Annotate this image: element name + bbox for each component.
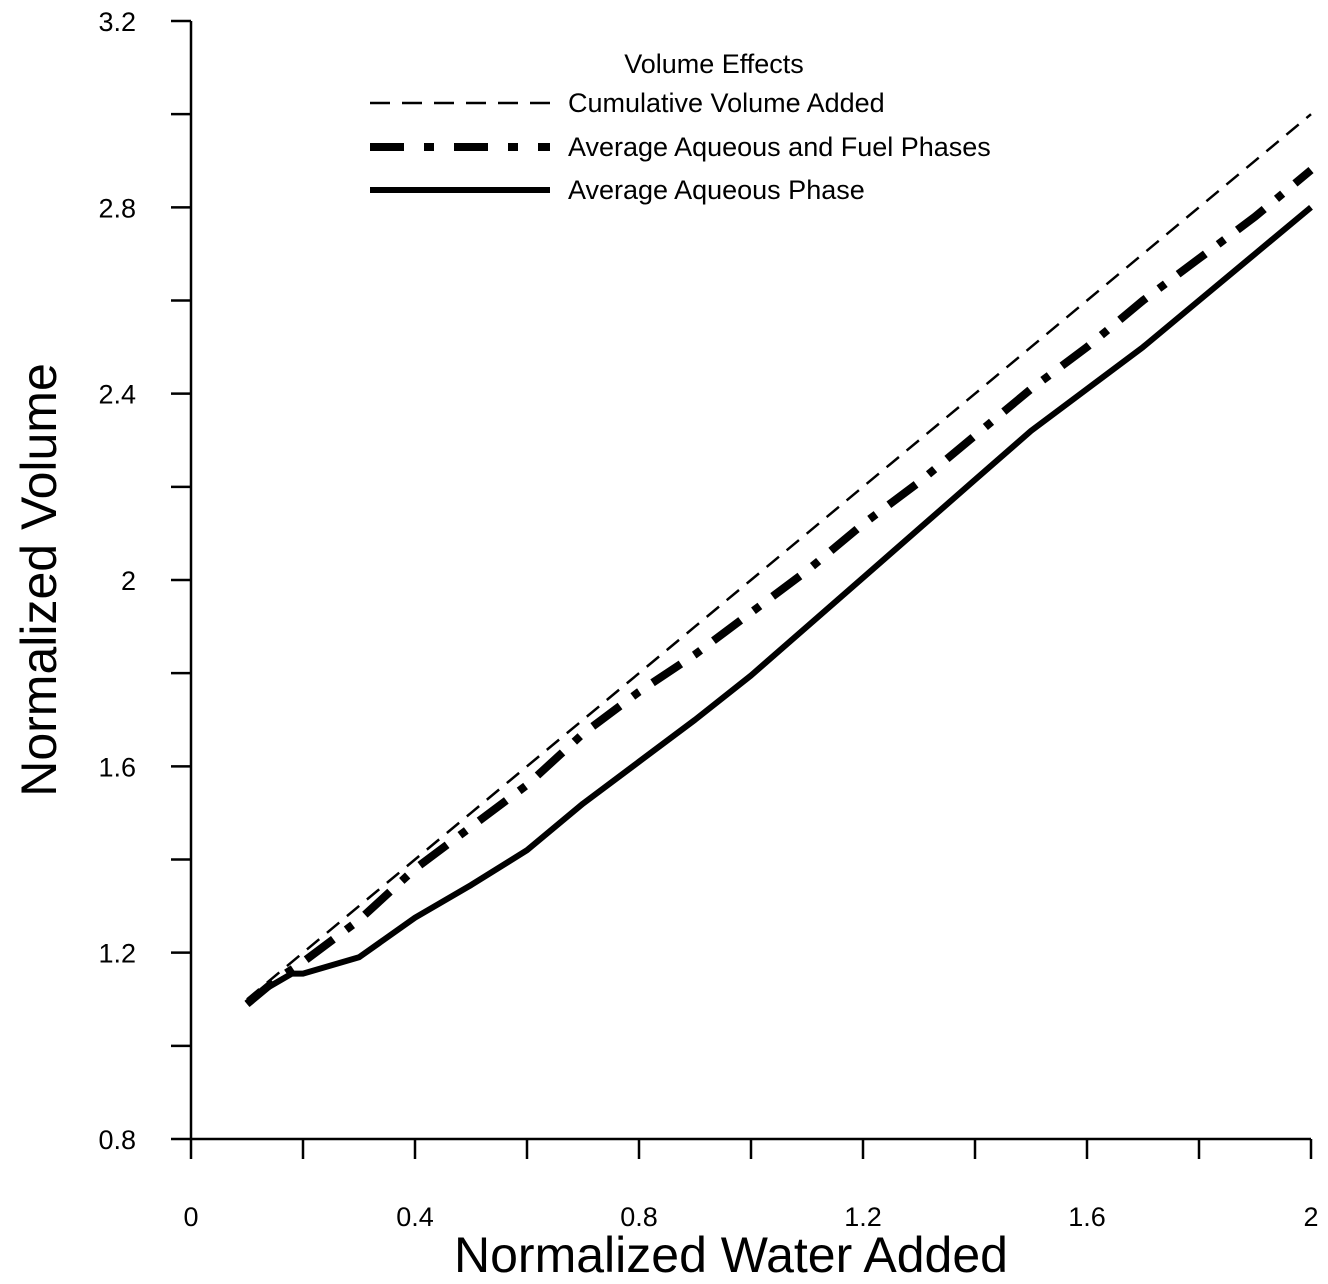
series-layer — [244, 113, 1314, 1007]
y-tick-label: 1.6 — [98, 752, 136, 782]
series-line-1 — [246, 113, 1312, 1001]
legend-title: Volume Effects — [624, 49, 804, 79]
x-tick-label: 2 — [1303, 1202, 1318, 1232]
legend-label-1: Cumulative Volume Added — [568, 88, 885, 118]
legend-label-3: Average Aqueous Phase — [568, 175, 865, 205]
x-tick-label: 1.6 — [1068, 1202, 1106, 1232]
y-tick-label: 1.2 — [98, 939, 136, 969]
y-tick-label: 3.2 — [98, 7, 136, 37]
y-tick-label: 2.4 — [98, 380, 136, 410]
y-tick-label: 2 — [121, 566, 136, 596]
x-axis-title: Normalized Water Added — [454, 1227, 1008, 1283]
series-line-2 — [244, 167, 1314, 1007]
x-tick-label: 0 — [183, 1202, 198, 1232]
legend-label-2: Average Aqueous and Fuel Phases — [568, 132, 991, 162]
series-line-3 — [245, 204, 1313, 1007]
y-tick-label: 2.8 — [98, 193, 136, 223]
y-axis-title: Normalized Volume — [11, 363, 67, 797]
x-tick-label: 0.8 — [620, 1202, 658, 1232]
y-tick-label: 0.8 — [98, 1125, 136, 1155]
axes: 0 0.4 0.8 1.2 1.6 2 0.8 1.2 1.6 2 2.4 2.8 3.2 — [98, 7, 1318, 1232]
x-tick-label: 0.4 — [396, 1202, 434, 1232]
x-tick-label: 1.2 — [844, 1202, 882, 1232]
legend: Volume Effects Cumulative Volume Added Ave… — [370, 49, 991, 205]
